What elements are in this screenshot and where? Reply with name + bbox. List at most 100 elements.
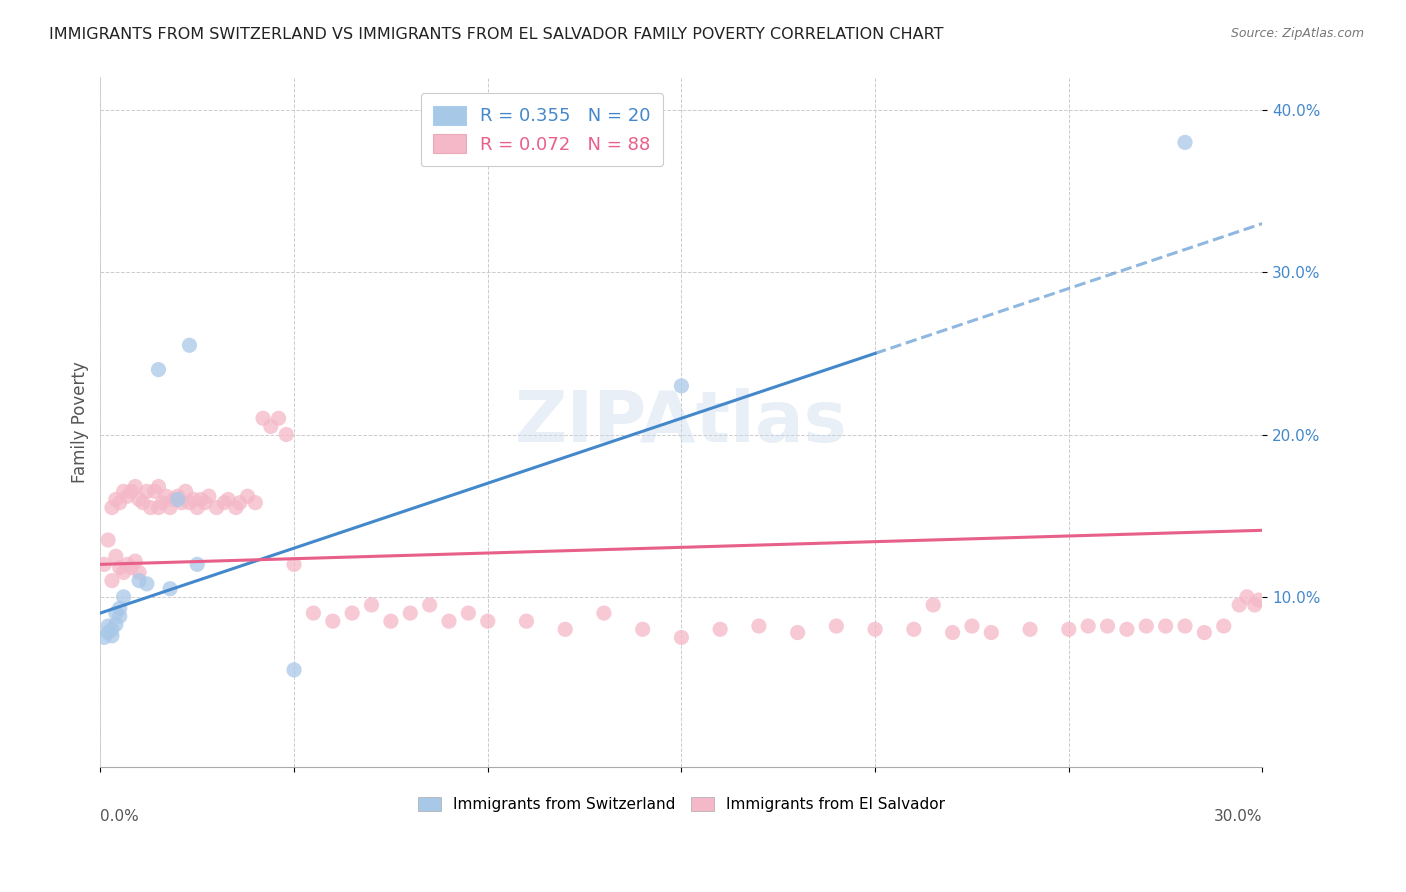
Point [1194,625,1216,640]
Point [229,496,252,510]
Point [198,489,221,503]
Point [163,492,186,507]
Point [104,549,127,564]
Point [631,622,654,636]
Point [108,609,131,624]
Point [1154,619,1177,633]
Point [128,574,150,588]
Point [214,496,236,510]
Point [190,492,212,507]
Point [554,622,576,636]
Point [166,492,188,507]
Point [170,496,193,510]
Point [515,614,537,628]
Point [159,582,181,596]
Point [1057,622,1080,636]
Point [112,484,135,499]
Point [108,496,131,510]
Point [135,484,157,499]
Point [1174,619,1197,633]
Point [186,500,208,515]
Point [419,598,441,612]
Point [1019,622,1042,636]
Point [179,338,201,352]
Point [267,411,290,425]
Text: 0.0%: 0.0% [100,809,139,823]
Point [252,411,274,425]
Point [93,558,115,572]
Point [174,484,197,499]
Point [101,629,124,643]
Point [128,566,150,580]
Point [922,598,945,612]
Point [128,492,150,507]
Point [786,625,808,640]
Point [1174,136,1197,150]
Point [709,622,731,636]
Point [150,496,173,510]
Point [148,362,170,376]
Point [104,617,127,632]
Point [101,500,124,515]
Point [159,500,181,515]
Point [360,598,382,612]
Point [1115,622,1137,636]
Point [179,496,201,510]
Text: 30.0%: 30.0% [1213,809,1263,823]
Point [1243,598,1265,612]
Point [186,558,208,572]
Point [97,625,120,640]
Text: ZIPAtlas: ZIPAtlas [515,388,848,457]
Point [108,560,131,574]
Point [155,489,177,503]
Point [117,558,139,572]
Point [112,566,135,580]
Point [340,606,363,620]
Point [148,500,170,515]
Point [437,614,460,628]
Point [245,496,267,510]
Point [399,606,422,620]
Point [205,500,228,515]
Point [108,601,131,615]
Point [260,419,283,434]
Point [1097,619,1119,633]
Point [980,625,1002,640]
Point [166,489,188,503]
Point [148,479,170,493]
Point [283,663,305,677]
Y-axis label: Family Poverty: Family Poverty [72,361,89,483]
Point [101,622,124,636]
Point [117,489,139,503]
Point [124,554,146,568]
Point [112,590,135,604]
Point [322,614,344,628]
Point [1212,619,1234,633]
Point [135,577,157,591]
Text: Source: ZipAtlas.com: Source: ZipAtlas.com [1230,27,1364,40]
Point [143,484,166,499]
Point [671,379,693,393]
Point [863,622,886,636]
Point [942,625,965,640]
Point [457,606,479,620]
Point [132,496,155,510]
Point [120,484,142,499]
Point [380,614,402,628]
Point [97,619,120,633]
Point [120,560,142,574]
Point [283,558,305,572]
Legend: Immigrants from Switzerland, Immigrants from El Salvador: Immigrants from Switzerland, Immigrants … [412,791,950,818]
Point [276,427,298,442]
Point [225,500,247,515]
Point [748,619,770,633]
Point [104,492,127,507]
Point [1227,598,1250,612]
Point [236,489,259,503]
Point [181,492,204,507]
Text: IMMIGRANTS FROM SWITZERLAND VS IMMIGRANTS FROM EL SALVADOR FAMILY POVERTY CORREL: IMMIGRANTS FROM SWITZERLAND VS IMMIGRANT… [49,27,943,42]
Point [194,496,217,510]
Point [1236,590,1258,604]
Point [903,622,925,636]
Point [97,533,120,547]
